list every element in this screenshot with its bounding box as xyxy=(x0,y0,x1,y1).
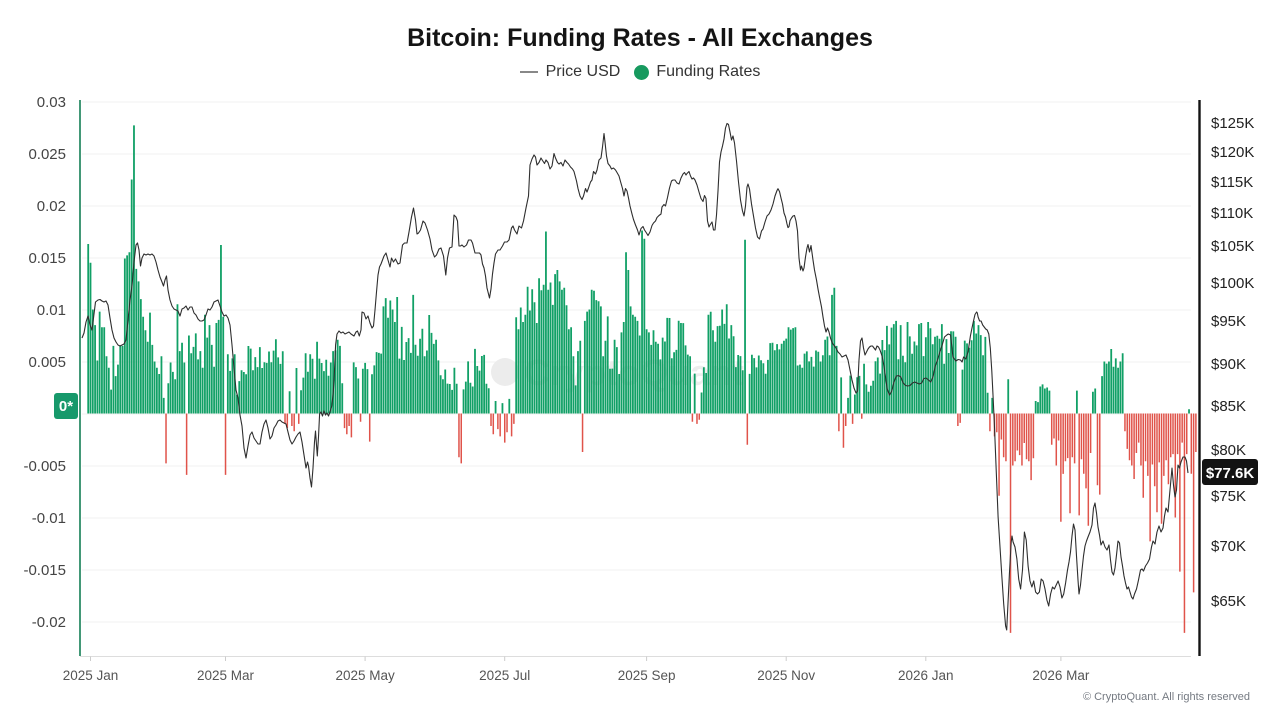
svg-text:2025 Nov: 2025 Nov xyxy=(757,668,815,683)
svg-text:0.025: 0.025 xyxy=(28,146,66,163)
svg-text:2026 Jan: 2026 Jan xyxy=(898,668,954,683)
svg-text:0*: 0* xyxy=(59,398,73,415)
svg-text:2025 Mar: 2025 Mar xyxy=(197,668,255,683)
svg-text:$120K: $120K xyxy=(1211,144,1254,161)
svg-text:$70K: $70K xyxy=(1211,538,1246,555)
svg-text:$65K: $65K xyxy=(1211,593,1246,610)
svg-text:$77.6K: $77.6K xyxy=(1206,465,1255,482)
svg-text:2025 Jan: 2025 Jan xyxy=(63,668,119,683)
svg-text:2026 Mar: 2026 Mar xyxy=(1032,668,1090,683)
svg-text:CryptoQuant: CryptoQuant xyxy=(524,352,744,393)
svg-text:$90K: $90K xyxy=(1211,356,1246,373)
svg-text:2025 May: 2025 May xyxy=(335,668,395,683)
svg-text:$80K: $80K xyxy=(1211,442,1246,459)
svg-text:2025 Sep: 2025 Sep xyxy=(618,668,676,683)
svg-text:-0.02: -0.02 xyxy=(32,614,66,631)
svg-text:-0.005: -0.005 xyxy=(23,458,66,475)
svg-text:0.03: 0.03 xyxy=(37,94,66,111)
svg-text:$110K: $110K xyxy=(1211,205,1253,222)
svg-text:$85K: $85K xyxy=(1211,398,1246,415)
svg-text:0.02: 0.02 xyxy=(37,198,66,215)
svg-text:$75K: $75K xyxy=(1211,488,1246,505)
svg-text:$95K: $95K xyxy=(1211,313,1246,330)
svg-text:0.015: 0.015 xyxy=(28,250,66,267)
svg-text:2025 Jul: 2025 Jul xyxy=(479,668,530,683)
svg-text:-0.01: -0.01 xyxy=(32,510,66,527)
svg-text:$105K: $105K xyxy=(1211,238,1254,255)
svg-text:0.01: 0.01 xyxy=(37,302,66,319)
svg-text:-0.015: -0.015 xyxy=(23,562,66,579)
svg-text:$100K: $100K xyxy=(1211,275,1254,292)
svg-text:$115K: $115K xyxy=(1211,174,1253,191)
svg-text:$125K: $125K xyxy=(1211,115,1254,132)
svg-text:0.005: 0.005 xyxy=(28,354,66,371)
